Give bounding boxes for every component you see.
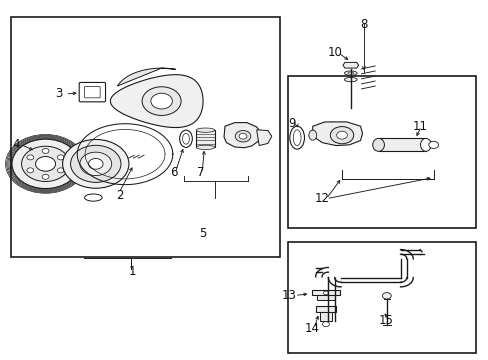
Circle shape [151,93,172,109]
Polygon shape [256,130,271,145]
Circle shape [42,148,49,153]
Circle shape [62,139,129,188]
Polygon shape [110,75,203,127]
Ellipse shape [420,138,430,151]
Polygon shape [342,62,358,68]
Text: 6: 6 [170,166,177,179]
Text: 10: 10 [326,46,342,59]
Polygon shape [224,123,261,148]
Polygon shape [117,68,176,86]
Circle shape [12,139,79,189]
Ellipse shape [196,145,214,149]
Ellipse shape [196,128,214,132]
Circle shape [330,127,353,144]
Bar [311,291,339,296]
Circle shape [142,87,181,116]
Ellipse shape [84,194,102,201]
Ellipse shape [347,72,353,74]
Ellipse shape [344,71,356,75]
Circle shape [36,157,56,171]
Bar [288,242,475,353]
Circle shape [57,155,64,160]
Circle shape [235,131,250,142]
Text: 4: 4 [13,138,20,150]
Ellipse shape [179,130,192,147]
Bar [11,17,279,257]
Text: 1: 1 [128,265,136,278]
Circle shape [323,291,328,295]
Circle shape [322,321,329,327]
Bar [288,76,475,228]
Bar [196,130,214,147]
Bar [378,138,425,151]
Bar [315,306,335,312]
Text: 2: 2 [116,189,123,202]
Text: 12: 12 [314,192,329,205]
Text: 3: 3 [56,87,63,100]
Ellipse shape [428,141,438,148]
Text: 13: 13 [282,289,296,302]
Circle shape [382,293,390,299]
Circle shape [21,146,69,181]
Circle shape [57,168,64,173]
Circle shape [70,145,121,183]
Ellipse shape [344,77,356,82]
Ellipse shape [289,126,304,149]
Text: 7: 7 [197,166,204,179]
Text: 15: 15 [378,314,392,327]
Circle shape [336,131,346,139]
Circle shape [42,174,49,179]
Ellipse shape [308,130,316,140]
Text: 14: 14 [304,322,319,335]
Text: 5: 5 [199,226,206,239]
FancyBboxPatch shape [79,82,105,102]
Text: 8: 8 [360,18,367,31]
Ellipse shape [182,134,189,144]
Ellipse shape [293,130,301,145]
Circle shape [27,155,34,160]
Bar [319,312,331,321]
Bar [316,296,334,300]
Circle shape [88,158,103,169]
FancyBboxPatch shape [84,86,100,98]
Text: 9: 9 [288,117,295,130]
Circle shape [27,168,34,173]
Circle shape [80,152,111,176]
Polygon shape [312,122,362,145]
Text: 11: 11 [412,120,427,133]
Ellipse shape [372,138,384,151]
Circle shape [239,134,246,139]
